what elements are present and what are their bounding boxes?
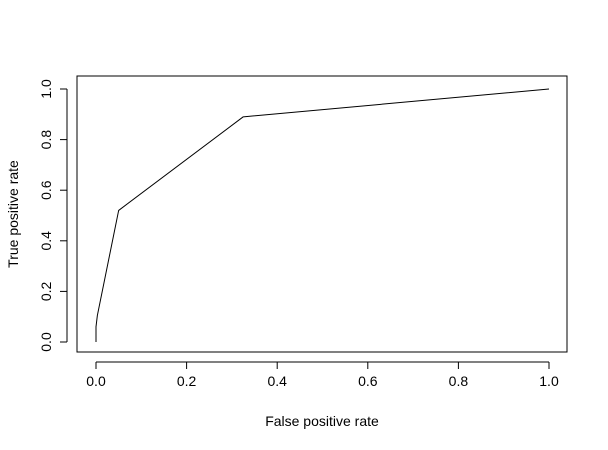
x-tick-label: 0.0 [86, 373, 106, 389]
x-axis-title: False positive rate [265, 413, 379, 429]
plot-frame [76, 75, 568, 353]
series-layer [95, 88, 550, 342]
y-tick-label: 0.8 [38, 130, 54, 150]
y-tick-label: 0.4 [38, 231, 54, 251]
y-tick-label: 1.0 [38, 79, 54, 99]
y-tick-label: 0.6 [38, 180, 54, 200]
y-tick-label: 0.0 [38, 332, 54, 352]
roc-curve-line [95, 88, 550, 342]
x-tick-label: 0.4 [267, 373, 287, 389]
y-tick-label: 0.2 [38, 281, 54, 301]
x-tick-label: 0.2 [177, 373, 197, 389]
x-tick-label: 0.6 [358, 373, 378, 389]
x-axis: 0.0 0.2 0.4 0.6 0.8 1.0 [86, 361, 559, 389]
x-tick-label: 1.0 [539, 373, 559, 389]
y-axis-title: True positive rate [5, 160, 21, 268]
y-axis: 0.0 0.2 0.4 0.6 0.8 1.0 [38, 79, 68, 352]
x-tick-label: 0.8 [449, 373, 469, 389]
